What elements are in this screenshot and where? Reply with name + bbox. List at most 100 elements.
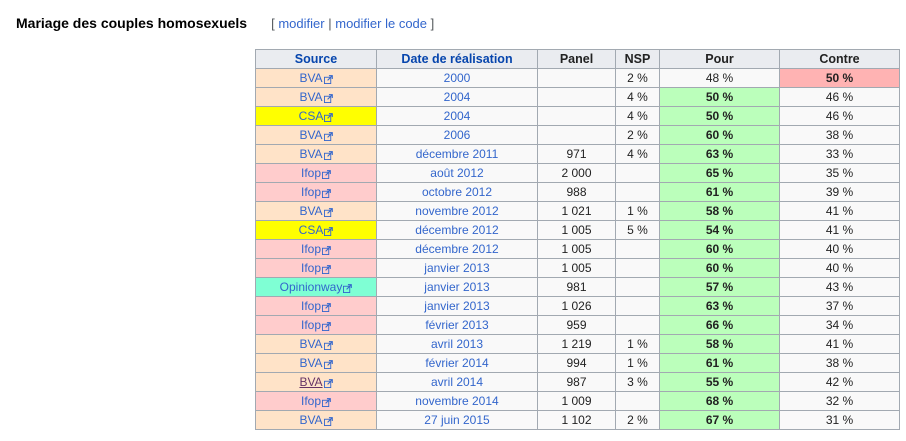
header-source[interactable]: Source	[255, 49, 377, 69]
date-cell: janvier 2013	[376, 296, 538, 316]
external-link-icon[interactable]	[323, 73, 333, 85]
source-link[interactable]: BVA	[299, 337, 323, 351]
nsp-cell: 2 %	[615, 410, 660, 430]
panel-cell: 981	[537, 277, 616, 297]
source-cell: BVA	[255, 372, 377, 392]
nsp-cell	[615, 258, 660, 278]
source-cell: BVA	[255, 87, 377, 107]
external-link-icon[interactable]	[323, 415, 333, 427]
external-link-icon[interactable]	[322, 187, 331, 199]
external-link-icon[interactable]	[323, 377, 333, 389]
table-row: BVA novembre 2012 1 021 1 % 58 % 41 %	[255, 201, 900, 221]
nsp-cell	[615, 182, 660, 202]
nsp-cell: 1 %	[615, 201, 660, 221]
nsp-cell	[615, 391, 660, 411]
source-link[interactable]: CSA	[298, 109, 324, 123]
header-nsp: NSP	[615, 49, 660, 69]
section-header: Mariage des couples homosexuels [ modifi…	[16, 15, 434, 35]
header-date[interactable]: Date de réalisation	[376, 49, 538, 69]
contre-cell: 41 %	[779, 334, 900, 354]
source-cell: Ifop	[255, 315, 377, 335]
external-link-icon[interactable]	[323, 92, 333, 104]
source-link[interactable]: Ifop	[300, 166, 321, 180]
external-link-icon[interactable]	[322, 263, 331, 275]
source-link[interactable]: Ifop	[300, 261, 321, 275]
source-link[interactable]: BVA	[299, 204, 323, 218]
date-cell: novembre 2014	[376, 391, 538, 411]
table-body: BVA 2000 2 % 48 % 50 % BVA 2004 4 % 50 % 46 % CSA 2…	[255, 68, 900, 430]
external-link-icon[interactable]	[323, 358, 333, 370]
edit-code-link[interactable]: modifier le code	[335, 16, 428, 31]
panel-cell: 1 219	[537, 334, 616, 354]
date-cell: août 2012	[376, 163, 538, 183]
contre-cell: 43 %	[779, 277, 900, 297]
contre-cell: 35 %	[779, 163, 900, 183]
source-link[interactable]: Ifop	[300, 394, 321, 408]
external-link-icon[interactable]	[323, 130, 333, 142]
source-link[interactable]: BVA	[299, 356, 323, 370]
source-cell: CSA	[255, 106, 377, 126]
contre-cell: 42 %	[779, 372, 900, 392]
external-link-icon[interactable]	[323, 339, 333, 351]
panel-cell: 987	[537, 372, 616, 392]
source-link[interactable]: BVA	[299, 71, 323, 85]
section-heading: Mariage des couples homosexuels	[16, 15, 248, 31]
date-cell: 2004	[376, 106, 538, 126]
date-cell: avril 2014	[376, 372, 538, 392]
source-link[interactable]: BVA	[299, 147, 323, 161]
source-link[interactable]: Ifop	[300, 318, 321, 332]
table-row: Ifop janvier 2013 1 026 63 % 37 %	[255, 296, 900, 316]
external-link-icon[interactable]	[322, 320, 331, 332]
table-row: Ifop octobre 2012 988 61 % 39 %	[255, 182, 900, 202]
panel-cell: 994	[537, 353, 616, 373]
pour-cell: 50 %	[659, 106, 780, 126]
pour-cell: 65 %	[659, 163, 780, 183]
nsp-cell: 5 %	[615, 220, 660, 240]
source-link[interactable]: Opinionway	[279, 280, 343, 294]
pour-cell: 58 %	[659, 334, 780, 354]
source-link[interactable]: Ifop	[300, 299, 321, 313]
panel-cell: 959	[537, 315, 616, 335]
source-link[interactable]: BVA	[299, 413, 323, 427]
pour-cell: 55 %	[659, 372, 780, 392]
source-link[interactable]: BVA	[299, 375, 323, 389]
contre-cell: 41 %	[779, 201, 900, 221]
contre-cell: 34 %	[779, 315, 900, 335]
date-cell: février 2013	[376, 315, 538, 335]
edit-separator: |	[328, 16, 332, 31]
source-cell: Ifop	[255, 163, 377, 183]
source-cell: BVA	[255, 334, 377, 354]
panel-cell: 1 005	[537, 258, 616, 278]
source-link[interactable]: BVA	[299, 90, 323, 104]
date-cell: 2006	[376, 125, 538, 145]
date-cell: décembre 2012	[376, 239, 538, 259]
edit-link[interactable]: modifier	[278, 16, 325, 31]
external-link-icon[interactable]	[343, 282, 353, 294]
panel-cell: 1 005	[537, 239, 616, 259]
source-link[interactable]: Ifop	[300, 242, 321, 256]
pour-cell: 68 %	[659, 391, 780, 411]
external-link-icon[interactable]	[322, 396, 331, 408]
edit-section-links: [ modifier | modifier le code ]	[271, 16, 434, 31]
external-link-icon[interactable]	[324, 225, 334, 237]
nsp-cell	[615, 277, 660, 297]
date-cell: 2000	[376, 68, 538, 88]
contre-cell: 40 %	[779, 258, 900, 278]
source-link[interactable]: Ifop	[300, 185, 321, 199]
external-link-icon[interactable]	[322, 244, 331, 256]
pour-cell: 58 %	[659, 201, 780, 221]
external-link-icon[interactable]	[324, 111, 334, 123]
external-link-icon[interactable]	[322, 168, 331, 180]
source-link[interactable]: BVA	[299, 128, 323, 142]
pour-cell: 57 %	[659, 277, 780, 297]
date-cell: 2004	[376, 87, 538, 107]
date-cell: décembre 2011	[376, 144, 538, 164]
contre-cell: 46 %	[779, 87, 900, 107]
source-link[interactable]: CSA	[298, 223, 324, 237]
external-link-icon[interactable]	[323, 149, 333, 161]
nsp-cell: 1 %	[615, 334, 660, 354]
nsp-cell: 3 %	[615, 372, 660, 392]
panel-cell	[537, 68, 616, 88]
external-link-icon[interactable]	[323, 206, 333, 218]
external-link-icon[interactable]	[322, 301, 331, 313]
